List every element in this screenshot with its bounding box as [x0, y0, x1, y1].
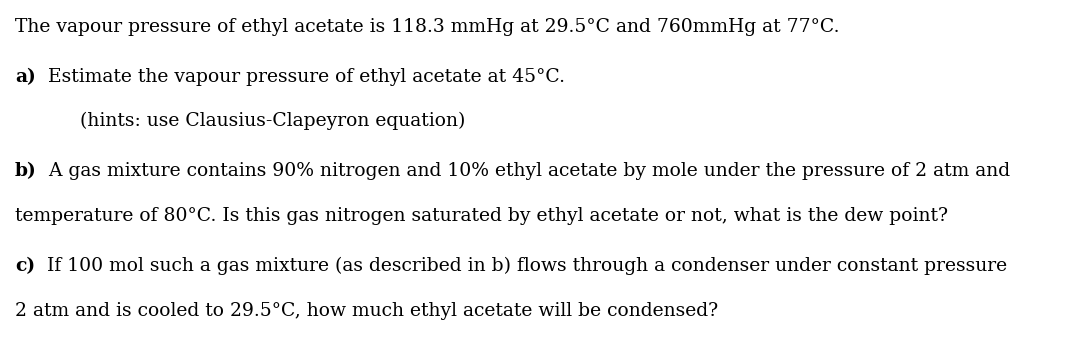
- Text: Estimate the vapour pressure of ethyl acetate at 45°C.: Estimate the vapour pressure of ethyl ac…: [42, 68, 564, 86]
- Text: If 100 mol such a gas mixture (as described in b) flows through a condenser unde: If 100 mol such a gas mixture (as descri…: [41, 257, 1007, 275]
- Text: temperature of 80°C. Is this gas nitrogen saturated by ethyl acetate or not, wha: temperature of 80°C. Is this gas nitroge…: [15, 207, 948, 225]
- Text: A gas mixture contains 90% nitrogen and 10% ethyl acetate by mole under the pres: A gas mixture contains 90% nitrogen and …: [43, 162, 1010, 180]
- Text: a): a): [15, 68, 35, 86]
- Text: c): c): [15, 257, 35, 275]
- Text: (hints: use Clausius-Clapeyron equation): (hints: use Clausius-Clapeyron equation): [80, 112, 465, 130]
- Text: b): b): [15, 162, 37, 180]
- Text: 2 atm and is cooled to 29.5°C, how much ethyl acetate will be condensed?: 2 atm and is cooled to 29.5°C, how much …: [15, 302, 718, 320]
- Text: The vapour pressure of ethyl acetate is 118.3 mmHg at 29.5°C and 760mmHg at 77°C: The vapour pressure of ethyl acetate is …: [15, 18, 840, 36]
